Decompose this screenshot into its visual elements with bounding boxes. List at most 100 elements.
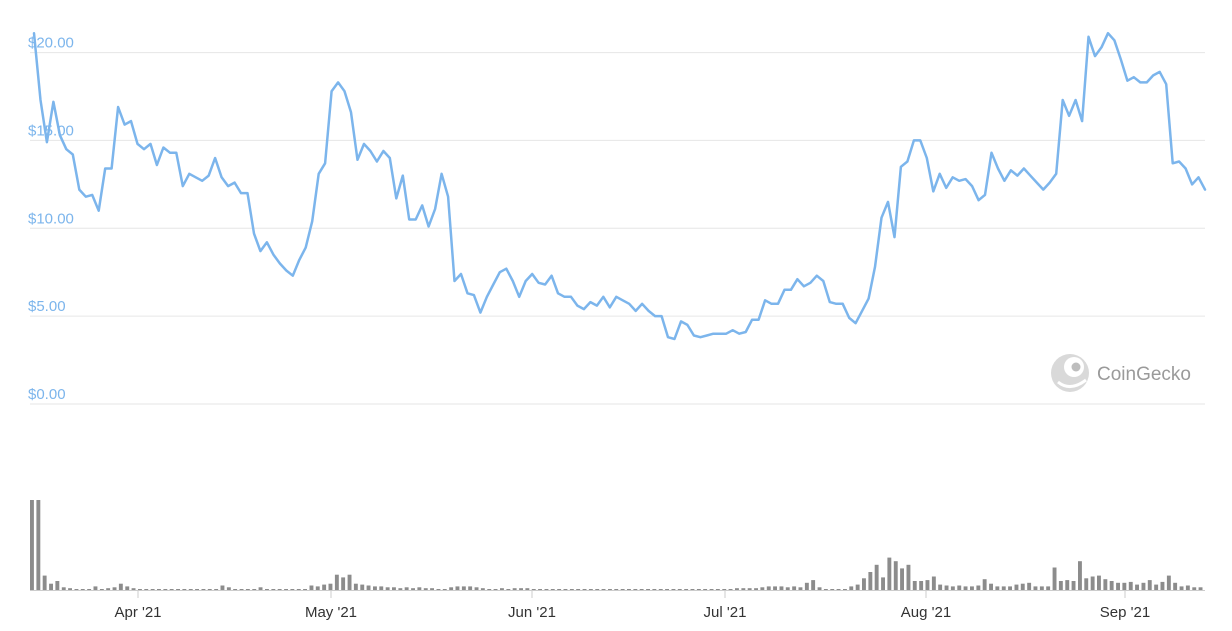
volume-bar: [525, 588, 530, 590]
volume-bar: [284, 589, 288, 590]
volume-bar: [1173, 582, 1178, 590]
volume-bar: [353, 583, 358, 590]
volume-bar: [68, 588, 72, 590]
volume-bar: [639, 589, 644, 590]
volume-bar: [1160, 581, 1165, 590]
volume-bar: [938, 584, 943, 590]
y-tick-label: $5.00: [28, 298, 66, 315]
volume-bar: [970, 586, 974, 590]
volume-bar: [1039, 586, 1044, 590]
volume-bar: [468, 586, 473, 590]
x-tick-label: Sep '21: [1100, 604, 1150, 621]
volume-bar: [455, 586, 460, 590]
volume-bar: [379, 586, 384, 590]
volume-bar: [138, 589, 142, 590]
volume-bar: [411, 588, 415, 590]
volume-bar: [417, 587, 422, 590]
volume-bar: [1185, 585, 1190, 590]
volume-bar: [366, 585, 371, 590]
volume-bar: [646, 589, 650, 590]
volume-bar: [150, 589, 155, 590]
volume-bar: [461, 586, 466, 590]
volume-bar: [55, 581, 60, 590]
volume-bar: [423, 588, 428, 590]
volume-bar: [792, 586, 797, 590]
volume-bar: [614, 589, 619, 590]
volume-bar: [519, 588, 523, 590]
volume-bar: [1084, 578, 1089, 590]
volume-bar: [373, 586, 377, 590]
price-line: [32, 31, 1207, 341]
volume-bar: [658, 589, 663, 590]
volume-bar: [214, 589, 219, 590]
y-tick-label: $0.00: [28, 386, 66, 403]
volume-bar: [1097, 575, 1101, 590]
volume-bar: [906, 564, 911, 590]
x-tick-label: Jun '21: [508, 604, 556, 621]
volume-bar: [220, 585, 225, 590]
volume-bar: [233, 589, 238, 590]
volume-bar: [506, 589, 511, 590]
volume-bar: [557, 589, 562, 590]
volume-bar: [588, 589, 593, 590]
volume-bar: [252, 589, 257, 590]
volume-bar: [125, 586, 130, 590]
volume-bar: [296, 589, 301, 590]
volume-bar: [836, 589, 841, 590]
volume-bar: [1166, 575, 1171, 590]
x-tick-label: Apr '21: [114, 604, 161, 621]
volume-bar: [912, 581, 917, 590]
volume-bar: [963, 586, 968, 590]
volume-bar: [80, 589, 85, 590]
volume-bar: [118, 583, 123, 590]
volume-bar: [627, 589, 631, 590]
coingecko-watermark: CoinGecko: [1051, 354, 1191, 392]
volume-bar: [550, 589, 555, 590]
volume-bar: [328, 583, 333, 590]
volume-bar: [785, 587, 790, 590]
volume-bar: [315, 586, 320, 590]
volume-bar: [868, 572, 873, 590]
volume-bars: [30, 500, 1203, 590]
volume-bar: [303, 589, 307, 590]
volume-bar: [480, 588, 485, 590]
volume-bar: [779, 586, 784, 590]
volume-bar: [398, 588, 403, 590]
volume-bar: [722, 589, 727, 590]
y-tick-label: $15.00: [28, 122, 74, 139]
volume-bar: [900, 568, 904, 590]
volume-bar: [271, 589, 276, 590]
volume-bar: [684, 589, 689, 590]
volume-bar: [919, 581, 924, 590]
volume-bar: [925, 580, 930, 590]
x-axis: Apr '21 May '21 Jun '21 Jul '21 Aug '21 Sep '…: [30, 590, 1205, 621]
volume-bar: [887, 557, 892, 590]
volume-bar: [1033, 586, 1038, 590]
volume-bar: [385, 587, 390, 590]
volume-bar: [950, 586, 955, 590]
volume-bar: [957, 585, 962, 590]
volume-bar: [995, 586, 1000, 590]
volume-bar: [201, 589, 206, 590]
volume-bar: [49, 583, 53, 590]
volume-bar: [715, 589, 720, 590]
volume-bar: [931, 576, 936, 590]
y-gridlines: [30, 52, 1205, 405]
volume-bar: [665, 589, 669, 590]
volume-bar: [226, 587, 231, 590]
volume-bar: [862, 578, 866, 590]
volume-bar: [1014, 584, 1019, 590]
volume-bar: [61, 587, 66, 590]
volume-bar: [569, 589, 574, 590]
volume-bar: [157, 589, 161, 590]
volume-bar: [36, 500, 41, 590]
volume-bar: [893, 561, 898, 590]
volume-bar: [30, 500, 34, 590]
volume-bar: [500, 588, 504, 590]
volume-bar: [1001, 586, 1006, 590]
volume-bar: [1020, 583, 1025, 590]
gecko-logo-icon: [1051, 354, 1089, 392]
volume-bar: [576, 589, 581, 590]
volume-bar: [334, 574, 339, 590]
volume-bar: [620, 589, 625, 590]
